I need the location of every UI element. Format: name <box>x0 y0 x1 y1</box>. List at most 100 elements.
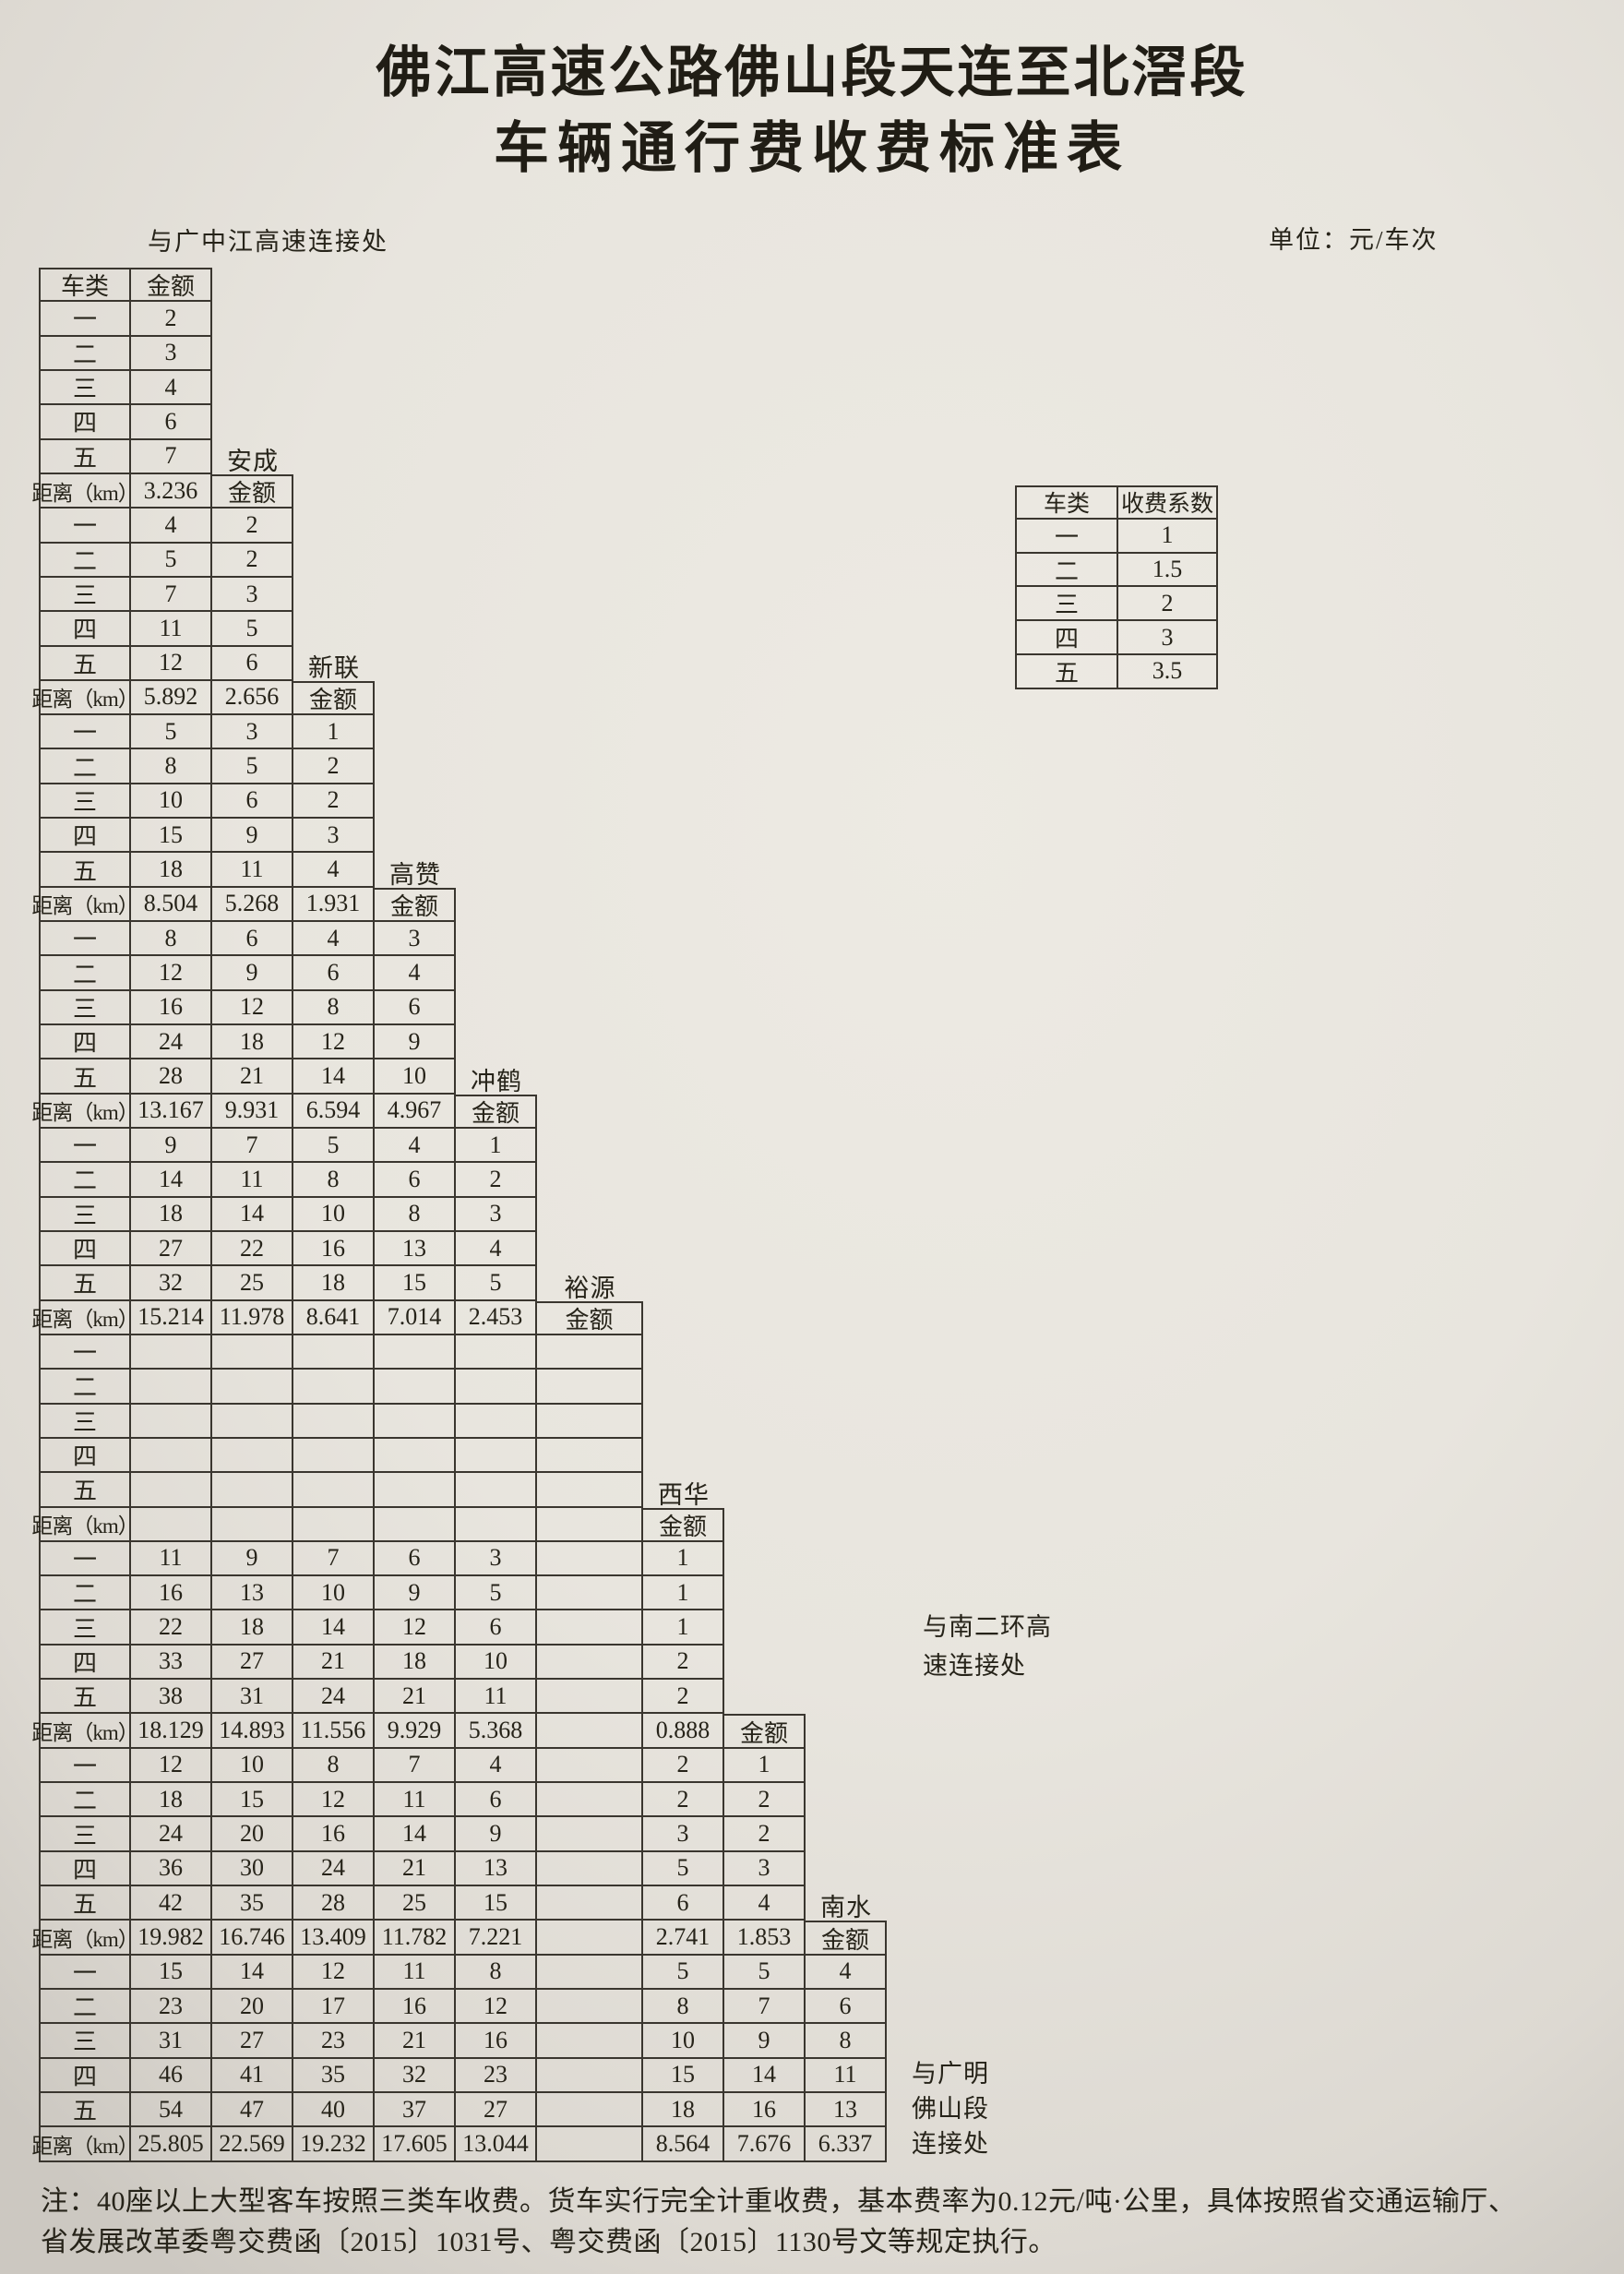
fee-cell: 6 <box>212 922 293 957</box>
fee-cell: 4 <box>131 509 212 544</box>
fee-cell: 18 <box>131 853 212 888</box>
distance-cell: 22.569 <box>212 2127 293 2162</box>
fee-cell: 9 <box>456 1817 537 1852</box>
fee-cell: 41 <box>212 2058 293 2093</box>
fee-cell: 5 <box>643 1955 724 1990</box>
fee-cell: 6 <box>212 784 293 820</box>
row-label: 一 <box>39 1955 131 1990</box>
fee-cell: 12 <box>293 1955 375 1990</box>
fee-cell: 9 <box>212 956 293 991</box>
row-label: 三 <box>39 1817 131 1852</box>
fee-cell: 17 <box>293 1990 375 2025</box>
fee-cell: 40 <box>293 2092 375 2128</box>
fee-cell: 5 <box>456 1266 537 1301</box>
fee-cell: 12 <box>375 1610 456 1646</box>
fee-cell: 12 <box>212 990 293 1026</box>
fee-cell: 38 <box>131 1680 212 1715</box>
guangming-line2: 佛山段 <box>912 2095 989 2123</box>
distance-cell: 5.368 <box>456 1714 537 1749</box>
fee-cell <box>375 1473 456 1508</box>
distance-cell: 18.129 <box>131 1714 212 1749</box>
distance-row-label: 距离（km） <box>31 473 139 509</box>
fee-cell: 11 <box>131 612 212 647</box>
footnote-line2: 省发展改革委粤交费函〔2015〕1031号、粤交费函〔2015〕1130号文等规… <box>41 2227 1057 2257</box>
fee-cell <box>456 1334 537 1370</box>
row-label: 四 <box>39 1231 131 1267</box>
fee-cell <box>537 1817 643 1852</box>
fee-cell: 1 <box>643 1610 724 1646</box>
south-second-ring-line1: 与南二环高 <box>923 1613 1052 1641</box>
fee-cell <box>212 1404 293 1439</box>
fee-cell: 2 <box>293 784 375 820</box>
fee-cell: 1 <box>724 1748 806 1784</box>
row-label: 一 <box>39 715 131 750</box>
fee-cell: 13 <box>806 2092 887 2128</box>
station-label: 南水 <box>820 1894 872 1922</box>
distance-row-label: 距离（km） <box>31 1094 139 1129</box>
fee-cell: 1 <box>456 1129 537 1164</box>
coef-class-header: 车类 <box>1015 485 1118 520</box>
distance-cell <box>131 1507 212 1542</box>
fee-cell: 24 <box>293 1851 375 1887</box>
row-label: 四 <box>39 1645 131 1681</box>
fee-cell: 8 <box>456 1955 537 1990</box>
fee-cell <box>537 1990 643 2025</box>
row-label: 一 <box>39 302 131 337</box>
row-label: 四 <box>39 1025 131 1060</box>
distance-cell: 14.893 <box>212 1714 293 1749</box>
row-label: 一 <box>39 509 131 544</box>
coef-class-cell: 一 <box>1015 519 1118 554</box>
fee-cell <box>456 1438 537 1474</box>
fee-cell: 8 <box>131 749 212 784</box>
fee-cell: 7 <box>724 1990 806 2025</box>
row-label: 四 <box>39 819 131 854</box>
fee-cell: 16 <box>375 1990 456 2025</box>
fee-cell: 2 <box>643 1783 724 1818</box>
row-label: 二 <box>39 956 131 991</box>
row-label: 五 <box>39 853 131 888</box>
distance-cell: 17.605 <box>375 2127 456 2162</box>
fee-cell: 22 <box>212 1231 293 1267</box>
fee-cell: 27 <box>212 1645 293 1681</box>
fee-cell: 4 <box>456 1231 537 1267</box>
south-second-ring-line2: 速连接处 <box>923 1652 1026 1680</box>
row-label: 五 <box>39 2092 131 2128</box>
fee-cell: 21 <box>375 1851 456 1887</box>
vehicle-class-header: 车类 <box>39 268 131 303</box>
fee-cell: 25 <box>212 1266 293 1301</box>
fee-cell: 6 <box>293 956 375 991</box>
fee-cell: 11 <box>806 2058 887 2093</box>
fee-cell: 8 <box>293 1748 375 1784</box>
fee-cell: 4 <box>456 1748 537 1784</box>
fee-cell <box>212 1473 293 1508</box>
fee-cell: 15 <box>131 819 212 854</box>
fee-cell: 14 <box>293 1059 375 1095</box>
page-title-line2: 车辆通行费收费标准表 <box>494 118 1130 179</box>
fee-cell: 12 <box>293 1025 375 1060</box>
fee-cell <box>537 1851 643 1887</box>
distance-cell: 7.676 <box>724 2127 806 2162</box>
fee-cell: 7 <box>293 1541 375 1577</box>
fee-cell: 12 <box>293 1783 375 1818</box>
distance-cell: 1.853 <box>724 1921 806 1956</box>
fee-cell: 16 <box>131 990 212 1026</box>
fee-cell: 31 <box>212 1680 293 1715</box>
fee-cell <box>293 1473 375 1508</box>
fee-cell: 27 <box>131 1231 212 1267</box>
fee-cell: 2 <box>724 1817 806 1852</box>
distance-cell <box>537 1921 643 1956</box>
fee-cell: 18 <box>131 1197 212 1232</box>
distance-cell: 13.167 <box>131 1094 212 1129</box>
fee-cell: 24 <box>293 1680 375 1715</box>
fee-cell <box>537 1576 643 1611</box>
fee-cell: 11 <box>131 1541 212 1577</box>
fee-cell <box>375 1404 456 1439</box>
fee-cell: 6 <box>456 1783 537 1818</box>
fee-cell: 2 <box>212 509 293 544</box>
amount-header: 金额 <box>131 268 212 303</box>
distance-cell: 13.409 <box>293 1921 375 1956</box>
coef-factor-cell: 1 <box>1118 519 1218 554</box>
station-label: 新联 <box>308 653 360 682</box>
fee-cell: 31 <box>131 2024 212 2059</box>
distance-cell: 15.214 <box>131 1300 212 1335</box>
